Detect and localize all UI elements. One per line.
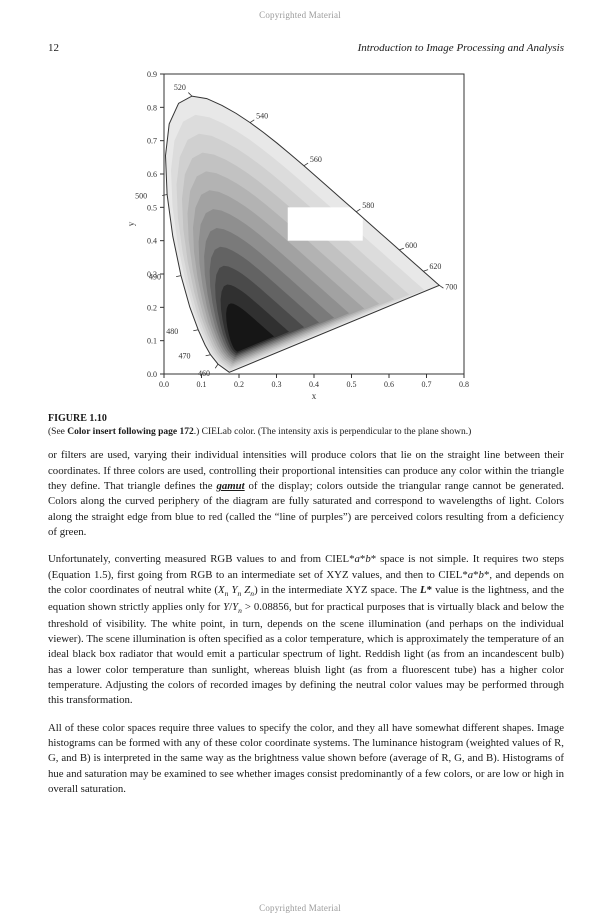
svg-text:0.2: 0.2: [234, 380, 244, 389]
svg-text:0.4: 0.4: [309, 380, 319, 389]
svg-text:0.3: 0.3: [272, 380, 282, 389]
page-number: 12: [48, 42, 59, 54]
svg-text:0.7: 0.7: [147, 137, 157, 146]
svg-text:0.5: 0.5: [147, 203, 157, 212]
svg-text:y: y: [126, 221, 136, 226]
svg-text:0.1: 0.1: [147, 337, 157, 346]
svg-text:560: 560: [310, 155, 322, 164]
figure-caption: FIGURE 1.10 (See Color insert following …: [48, 412, 564, 438]
svg-text:0.6: 0.6: [147, 170, 157, 179]
copyright-top: Copyrighted Material: [0, 10, 600, 20]
svg-text:0.9: 0.9: [147, 70, 157, 79]
svg-text:620: 620: [429, 262, 441, 271]
svg-text:0.5: 0.5: [347, 380, 357, 389]
svg-text:0.0: 0.0: [147, 370, 157, 379]
svg-text:0.4: 0.4: [147, 237, 157, 246]
svg-text:500: 500: [135, 192, 147, 201]
copyright-bottom: Copyrighted Material: [0, 903, 600, 913]
svg-text:x: x: [312, 391, 317, 401]
figure-1-10: 0.00.10.20.30.40.50.60.70.8x0.00.10.20.3…: [48, 64, 564, 404]
svg-text:0.6: 0.6: [384, 380, 394, 389]
page-content: 12 Introduction to Image Processing and …: [48, 42, 564, 893]
svg-text:480: 480: [166, 327, 178, 336]
paragraph-2: Unfortunately, converting measured RGB v…: [48, 552, 564, 708]
svg-text:470: 470: [179, 352, 191, 361]
running-head: 12 Introduction to Image Processing and …: [48, 42, 564, 54]
svg-text:0.8: 0.8: [147, 103, 157, 112]
svg-text:700: 700: [445, 282, 457, 291]
paragraph-1: or filters are used, varying their indiv…: [48, 448, 564, 540]
svg-text:0.2: 0.2: [147, 303, 157, 312]
chromaticity-diagram: 0.00.10.20.30.40.50.60.70.8x0.00.10.20.3…: [122, 64, 490, 404]
paragraph-3: All of these color spaces require three …: [48, 721, 564, 798]
svg-text:460: 460: [198, 369, 210, 378]
figure-label: FIGURE 1.10: [48, 412, 564, 425]
svg-text:0.1: 0.1: [197, 380, 207, 389]
figure-caption-text: (See Color insert following page 172.) C…: [48, 427, 471, 437]
svg-text:540: 540: [256, 112, 268, 121]
svg-text:0.7: 0.7: [422, 380, 432, 389]
svg-text:580: 580: [362, 201, 374, 210]
svg-text:0.8: 0.8: [459, 380, 469, 389]
svg-text:520: 520: [174, 83, 186, 92]
running-title: Introduction to Image Processing and Ana…: [358, 42, 564, 54]
svg-text:0.0: 0.0: [159, 380, 169, 389]
svg-text:490: 490: [149, 273, 161, 282]
svg-text:600: 600: [405, 241, 417, 250]
